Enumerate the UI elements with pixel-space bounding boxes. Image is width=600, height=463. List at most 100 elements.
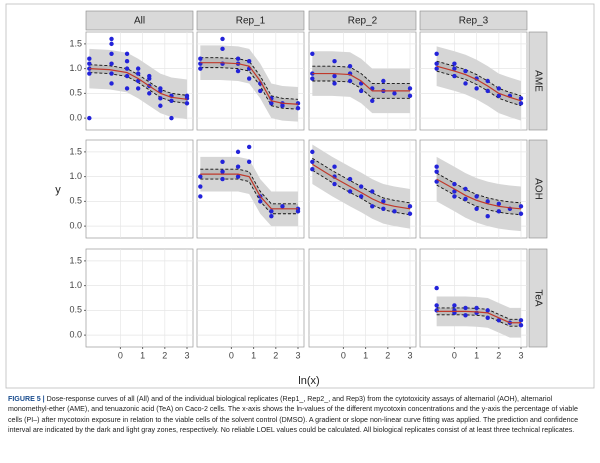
panel-marks — [434, 285, 524, 338]
point — [452, 181, 457, 187]
point — [124, 73, 130, 79]
confidence-line — [436, 314, 522, 327]
point — [518, 204, 524, 209]
point — [434, 285, 439, 291]
point — [332, 73, 337, 79]
point — [381, 199, 386, 204]
point — [463, 81, 468, 86]
point — [310, 159, 315, 164]
point — [485, 88, 490, 94]
point — [235, 149, 241, 155]
point — [452, 189, 457, 194]
point — [381, 206, 386, 211]
panel-marks — [87, 36, 190, 121]
panel — [85, 248, 194, 348]
point — [269, 101, 274, 106]
column-label: Rep_1 — [236, 16, 266, 27]
point — [310, 149, 315, 155]
point — [235, 68, 241, 74]
point — [87, 56, 92, 61]
point — [381, 78, 386, 84]
point — [434, 61, 439, 66]
point — [496, 86, 502, 91]
point — [124, 66, 130, 71]
point — [452, 194, 457, 199]
fit-line — [200, 62, 299, 105]
strip — [528, 31, 548, 131]
x-tick-label: 2 — [385, 350, 390, 360]
strip — [308, 10, 417, 31]
x-tick-label: 0 — [118, 350, 123, 360]
confidence-line — [89, 64, 188, 96]
point — [370, 204, 375, 209]
point — [434, 169, 439, 174]
point — [109, 41, 114, 47]
point — [109, 81, 114, 86]
point — [370, 189, 375, 194]
point — [220, 169, 225, 174]
caption: FIGURE 5 | Dose-response curves of all (… — [8, 394, 592, 436]
point — [124, 59, 130, 64]
x-tick-label: 2 — [273, 350, 278, 360]
confidence-line — [200, 168, 299, 205]
point — [109, 51, 114, 56]
point — [158, 103, 163, 108]
point — [474, 305, 479, 311]
y-tick-label: 0.5 — [69, 196, 82, 206]
x-tick-label: 1 — [363, 350, 368, 360]
point — [518, 96, 524, 101]
point — [87, 71, 92, 76]
y-tick-label: 1.0 — [69, 171, 82, 181]
point — [434, 303, 439, 308]
panel — [308, 248, 417, 348]
point — [518, 211, 524, 216]
point — [463, 196, 468, 202]
point — [332, 59, 337, 64]
point — [184, 101, 190, 106]
point — [347, 189, 353, 194]
point — [198, 174, 203, 179]
confidence-line — [436, 307, 522, 320]
point — [135, 71, 141, 76]
prediction-band — [436, 296, 522, 338]
point — [434, 164, 439, 169]
point — [235, 174, 241, 179]
point — [246, 159, 252, 164]
point — [407, 93, 413, 99]
x-tick-label: 3 — [184, 350, 189, 360]
x-tick-label: 2 — [496, 350, 501, 360]
point — [358, 194, 364, 199]
fit-line — [312, 72, 411, 92]
point — [485, 315, 490, 320]
point — [169, 98, 174, 103]
row-label: TeA — [532, 289, 543, 307]
point — [518, 101, 524, 106]
point — [518, 323, 524, 328]
point — [198, 56, 203, 61]
point — [485, 199, 490, 204]
confidence-line — [200, 57, 299, 100]
strip — [528, 139, 548, 239]
point — [269, 209, 274, 214]
point — [258, 199, 263, 204]
confidence-line — [312, 65, 411, 84]
x-axis-label: ln(x) — [298, 375, 319, 387]
point — [246, 76, 252, 81]
point — [246, 59, 252, 64]
panel-marks — [434, 156, 524, 232]
point — [198, 194, 203, 199]
row-label: AOH — [532, 178, 543, 200]
caption-label: FIGURE 5 | — [8, 395, 45, 403]
point — [295, 101, 301, 106]
point — [407, 86, 413, 91]
point — [485, 214, 490, 219]
x-tick-label: 0 — [452, 350, 457, 360]
point — [235, 164, 241, 169]
point — [434, 51, 439, 56]
point — [496, 93, 502, 99]
point — [158, 96, 163, 101]
y-tick-label: 1.5 — [69, 146, 82, 156]
point — [347, 63, 353, 69]
point — [452, 303, 457, 308]
point — [474, 206, 479, 211]
